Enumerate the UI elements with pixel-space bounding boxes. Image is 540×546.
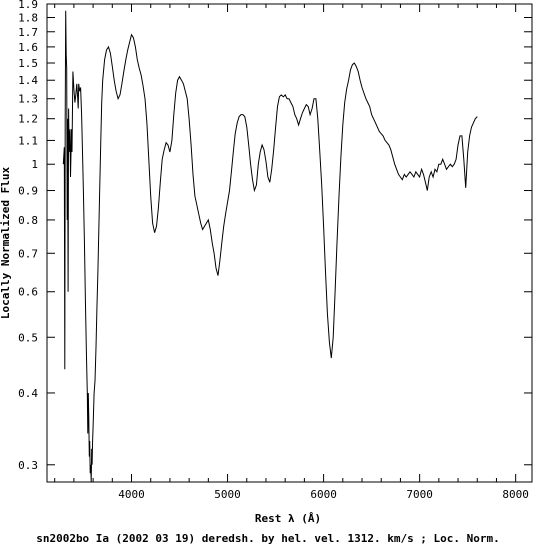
- x-tick-label: 7000: [406, 488, 433, 501]
- plot-frame: [46, 3, 533, 483]
- y-tick-label: 0.8: [18, 214, 38, 227]
- y-tick-label: 0.7: [18, 247, 38, 260]
- y-tick-label: 1.7: [18, 26, 38, 39]
- y-tick-labels: 0.3 0.4 0.5 0.6 0.7 0.8 0.9 1 1.1 1.2 1.3 1.4 1.5 1.6…: [18, 0, 38, 472]
- y-tick-label: 1.8: [18, 11, 38, 24]
- tick-marks: [47, 3, 532, 482]
- y-axis-title: Locally Normalized Flux: [0, 166, 12, 319]
- x-tick-label: 6000: [310, 488, 337, 501]
- y-tick-label: 1.6: [18, 41, 38, 54]
- x-tick-label: 5000: [214, 488, 241, 501]
- y-tick-label: 1.3: [18, 93, 38, 106]
- x-tick-label: 4000: [118, 488, 145, 501]
- flux-series-line: [62, 10, 478, 483]
- y-tick-label: 1.2: [18, 113, 38, 126]
- y-tick-label: 1.5: [18, 57, 38, 70]
- y-tick-label: 0.9: [18, 185, 38, 198]
- y-tick-label: 1.9: [18, 0, 38, 11]
- y-tick-label: 1.4: [18, 74, 38, 87]
- y-tick-label: 0.5: [18, 331, 38, 344]
- y-tick-label: 0.6: [18, 286, 38, 299]
- chart-caption: sn2002bo Ia (2002 03 19) deredsh. by hel…: [36, 532, 500, 545]
- y-tick-label: 1.1: [18, 134, 38, 147]
- x-tick-label: 8000: [502, 488, 529, 501]
- x-axis-title: Rest λ (Å): [255, 512, 321, 525]
- y-tick-label: 1: [31, 158, 38, 171]
- y-tick-label: 0.4: [18, 387, 38, 400]
- y-tick-label: 0.3: [18, 459, 38, 472]
- x-tick-labels: 4000 5000 6000 7000 8000: [118, 488, 529, 501]
